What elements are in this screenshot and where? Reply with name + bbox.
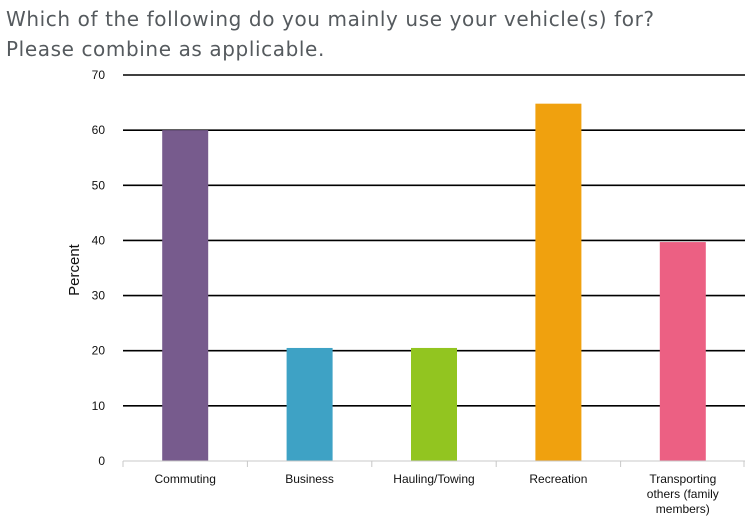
y-tick-label: 30 — [92, 289, 106, 303]
y-axis-title: Percent — [66, 243, 83, 296]
bar — [535, 103, 582, 461]
x-category-label: Hauling/Towing — [393, 472, 474, 486]
bar — [162, 130, 209, 461]
bars — [162, 103, 706, 461]
y-tick-label: 20 — [92, 344, 106, 358]
bar — [411, 347, 457, 461]
x-category-label: Commuting — [155, 472, 216, 486]
y-tick-label: 60 — [92, 123, 106, 137]
bar — [286, 347, 333, 461]
y-tick-label: 50 — [92, 178, 106, 192]
bar — [659, 242, 706, 461]
chart-title-line-2: Please combine as applicable. — [6, 37, 325, 61]
y-tick-label: 40 — [92, 233, 106, 247]
gridlines — [123, 74, 745, 407]
chart-title: Which of the following do you mainly use… — [6, 4, 741, 64]
y-axis: 0 10 20 30 40 50 60 70 — [92, 68, 106, 468]
x-axis: Commuting Business Hauling/Towing Recreatio… — [122, 460, 745, 516]
y-tick-label: 70 — [92, 68, 106, 82]
x-category-label: Business — [285, 472, 334, 486]
y-tick-label: 0 — [98, 454, 105, 468]
chart-title-line-1: Which of the following do you mainly use… — [6, 7, 655, 31]
x-category-label: Transporting others (family members) — [647, 472, 719, 516]
y-tick-label: 10 — [92, 399, 106, 413]
x-category-label: Recreation — [529, 472, 587, 486]
